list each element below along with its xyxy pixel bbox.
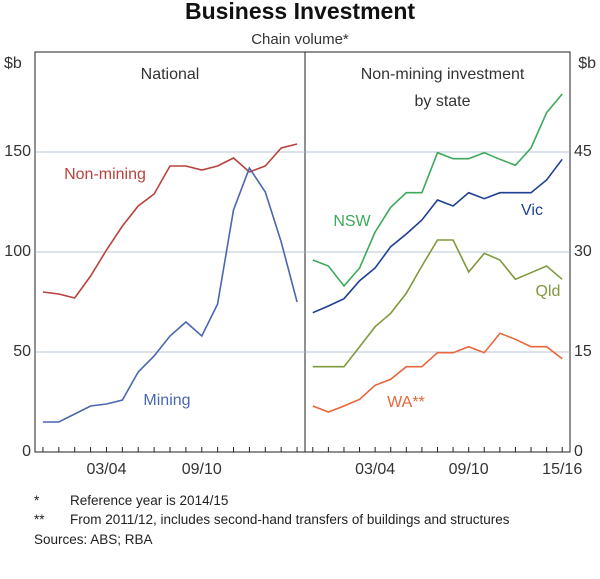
series-label: WA** xyxy=(387,394,425,411)
series-line xyxy=(312,158,563,314)
y-axis-unit: $b xyxy=(578,55,596,72)
chart: Business Investment Chain volume* 0 50 100… xyxy=(4,0,596,478)
note-text: From 2011/12, includes second-hand trans… xyxy=(70,512,510,527)
x-tick-label: 03/04 xyxy=(355,461,395,478)
chart-subtitle: Chain volume* xyxy=(251,31,349,48)
y-tick-label: 100 xyxy=(4,243,31,260)
panel-title: by state xyxy=(414,93,470,110)
note-mark: ** xyxy=(34,512,45,527)
y-tick-label: 15 xyxy=(574,343,592,360)
note: * Reference year is 2014/15 xyxy=(34,492,594,509)
sources: Sources: ABS; RBA xyxy=(34,532,153,547)
footnotes: * Reference year is 2014/15 ** From 2011/1… xyxy=(34,492,594,547)
series-label: Mining xyxy=(143,392,190,409)
panel-title: National xyxy=(141,66,200,83)
series-label: Non-mining xyxy=(64,166,146,183)
y-tick-label: 150 xyxy=(4,143,31,160)
series-label: NSW xyxy=(333,213,371,230)
series-line xyxy=(312,93,563,288)
note: ** From 2011/12, includes second-hand tra… xyxy=(34,511,594,528)
y-tick-label: 30 xyxy=(574,243,592,260)
series-line xyxy=(42,143,298,299)
panel-title: Non-mining investment xyxy=(361,66,525,83)
y-tick-label: 0 xyxy=(574,443,583,460)
y-axis-unit: $b xyxy=(4,55,22,72)
note-mark: * xyxy=(34,493,40,508)
x-tick-label: 09/10 xyxy=(449,461,489,478)
y-tick-label: 50 xyxy=(13,343,31,360)
note-text: Reference year is 2014/15 xyxy=(70,493,229,508)
x-tick-label: 15/16 xyxy=(542,461,582,478)
y-tick-label: 0 xyxy=(22,443,31,460)
series-line xyxy=(312,332,563,413)
x-tick-label: 09/10 xyxy=(182,461,222,478)
chart-title: Business Investment xyxy=(185,0,415,24)
series-line xyxy=(312,239,563,368)
series-line xyxy=(42,166,298,423)
y-tick-label: 45 xyxy=(574,143,592,160)
series-label: Vic xyxy=(521,202,543,219)
x-tick-label: 03/04 xyxy=(86,461,126,478)
series-label: Qld xyxy=(536,283,561,300)
